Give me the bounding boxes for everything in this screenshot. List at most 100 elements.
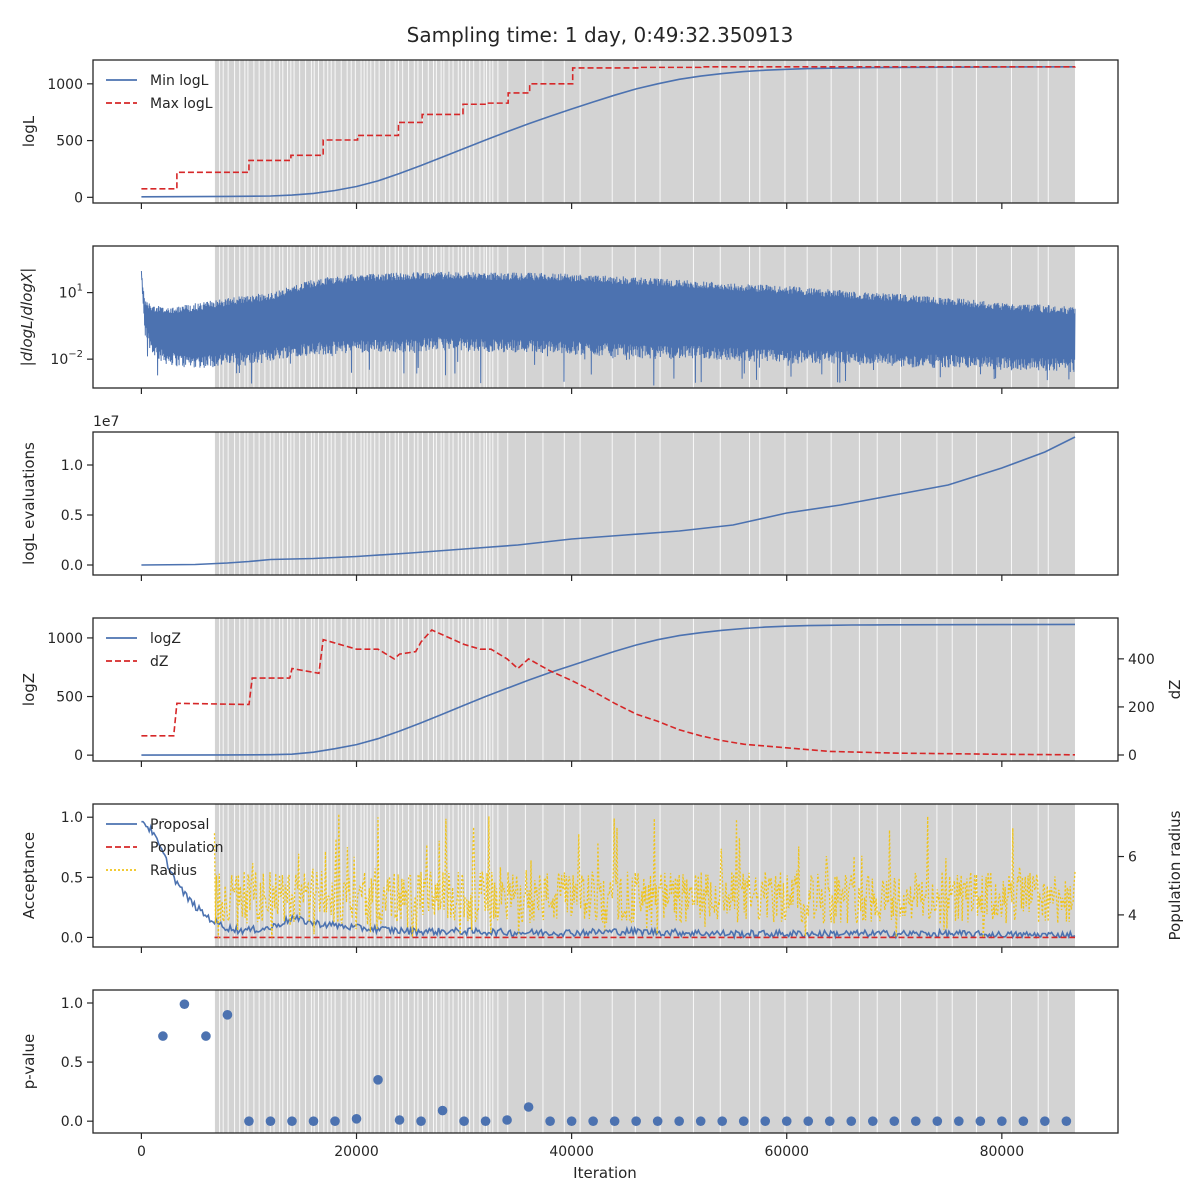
y-tick-label: 1.0 (61, 996, 83, 1012)
label-part: d (18, 305, 36, 315)
y-tick-label-right: 200 (1128, 700, 1155, 716)
y-tick-label: 0.5 (61, 870, 83, 886)
data-point (674, 1116, 684, 1126)
data-point (954, 1116, 964, 1126)
panel-pvalue: 0 20000 40000 60000 80000 0.0 0.5 1.0 p-value (20, 989, 1119, 1160)
data-point (588, 1116, 598, 1126)
y-tick-label-right: 400 (1128, 652, 1155, 668)
legend-label: Radius (150, 863, 197, 879)
data-point (975, 1116, 986, 1126)
plot-area (141, 432, 1076, 575)
y-axis-label: logZ (20, 673, 38, 706)
shaded-band (214, 618, 1075, 761)
y-tick-label: 10−2 (50, 349, 83, 368)
legend-label: Proposal (150, 817, 209, 833)
tick-exponent: 1 (77, 283, 83, 294)
label-part: logX (18, 272, 36, 306)
data-point (179, 999, 190, 1009)
data-point (652, 1116, 663, 1126)
y-tick-label: 0.5 (61, 508, 83, 524)
data-point (287, 1116, 297, 1126)
series-line (213, 813, 1076, 939)
x-tick-label: 20000 (334, 1144, 379, 1160)
y-tick-label: 0.0 (61, 1114, 83, 1130)
plot-area (141, 60, 1076, 203)
data-point (609, 1116, 620, 1126)
offset-text: 1e7 (93, 414, 119, 430)
label-part: | (18, 268, 36, 273)
series-line (141, 629, 1076, 756)
data-point (846, 1116, 857, 1126)
legend-label: Max logL (150, 96, 213, 112)
data-point (459, 1116, 469, 1126)
y-axis-label-right: Population radius (1166, 810, 1184, 940)
data-point (932, 1116, 943, 1126)
data-point (394, 1115, 405, 1125)
data-point (545, 1116, 555, 1126)
panel-logl: 0 500 1000 logL Min logL Max logL (20, 59, 1119, 209)
data-point (351, 1114, 362, 1124)
y-tick-label: 1000 (47, 77, 83, 93)
series-line (141, 66, 1076, 198)
data-point (910, 1116, 921, 1126)
y-tick-label: 500 (56, 690, 83, 706)
series-line (140, 270, 1076, 386)
x-tick-label: 40000 (549, 1144, 594, 1160)
data-point (1040, 1116, 1050, 1126)
data-point (523, 1102, 534, 1112)
y-axis-label: Acceptance (20, 832, 38, 919)
panel-logz: 0 500 1000 0 200 400 logZ dZ logZ dZ (20, 617, 1184, 767)
data-point (330, 1116, 340, 1126)
plot-area (141, 804, 1076, 947)
y-tick-label: 1.0 (61, 458, 83, 474)
data-point (502, 1115, 512, 1125)
y-axis-label: logL evaluations (20, 442, 38, 565)
tick-base: 10 (59, 286, 77, 302)
data-point (781, 1116, 792, 1126)
y-axis-label-right: dZ (1166, 680, 1184, 700)
data-point (158, 1031, 168, 1041)
y-tick-label: 0.0 (61, 558, 83, 574)
data-point (889, 1116, 900, 1126)
label-part: / (18, 314, 36, 320)
data-point (803, 1116, 814, 1126)
data-point (695, 1116, 706, 1126)
data-point (867, 1116, 878, 1126)
figure-title: Sampling time: 1 day, 0:49:32.350913 (407, 23, 794, 47)
axes-frame (92, 803, 1119, 948)
data-point (480, 1116, 491, 1126)
axes-frame (92, 59, 1119, 204)
shaded-band (214, 60, 1075, 203)
legend-label: Min logL (150, 73, 209, 89)
y-tick-label: 0 (74, 748, 83, 764)
data-point (308, 1116, 319, 1126)
data-point (437, 1105, 448, 1116)
data-point (244, 1116, 254, 1126)
y-tick-label: 0.5 (61, 1055, 83, 1071)
data-point (717, 1116, 727, 1126)
tick-base: 10 (50, 352, 68, 368)
shaded-band (214, 990, 1075, 1133)
y-tick-label: 1000 (47, 631, 83, 647)
y-tick-label: 101 (59, 283, 83, 302)
data-point (373, 1075, 383, 1085)
y-tick-label: 0.0 (61, 930, 83, 946)
legend-label: dZ (150, 654, 168, 670)
axes-frame (92, 245, 1119, 389)
data-point (824, 1116, 835, 1126)
y-tick-label: 0 (74, 190, 83, 206)
x-axis-label: Iteration (573, 1164, 637, 1182)
series-line (141, 436, 1076, 566)
panel-evals: 0.0 0.5 1.0 1e7 logL evaluations (20, 414, 1119, 581)
data-point (566, 1116, 577, 1126)
axes-frame (92, 617, 1119, 762)
data-point (201, 1031, 211, 1041)
y-tick-label-right: 0 (1128, 748, 1137, 764)
data-point (1061, 1116, 1072, 1126)
label-part: d (18, 351, 36, 361)
x-tick-label: 80000 (980, 1144, 1025, 1160)
legend-label: Population (150, 840, 224, 856)
y-tick-label-right: 6 (1128, 850, 1137, 866)
